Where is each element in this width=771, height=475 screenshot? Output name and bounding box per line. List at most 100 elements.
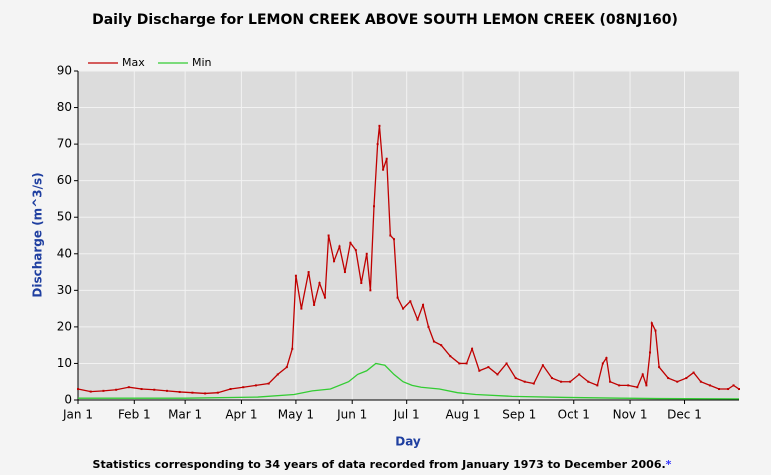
x-tick-label: May 1	[278, 408, 314, 422]
point	[327, 234, 330, 237]
point	[372, 205, 375, 208]
point	[440, 344, 443, 347]
point	[402, 307, 405, 310]
point	[667, 377, 670, 380]
y-tick-label: 50	[57, 210, 72, 224]
point	[77, 388, 79, 391]
point	[392, 238, 395, 241]
point	[676, 380, 679, 383]
y-tick-label: 30	[57, 283, 72, 297]
point	[541, 364, 544, 367]
point	[354, 249, 357, 252]
point	[267, 382, 270, 385]
y-tick-label: 70	[57, 137, 72, 151]
y-tick-label: 40	[57, 246, 72, 260]
plot-area	[78, 71, 739, 400]
point	[496, 373, 499, 376]
point	[685, 377, 688, 380]
point	[605, 356, 608, 359]
point	[523, 380, 526, 383]
x-tick-label: Apr 1	[225, 408, 257, 422]
point	[216, 391, 219, 394]
y-tick-label: 90	[57, 64, 72, 78]
point	[427, 325, 430, 328]
point	[396, 296, 399, 299]
point	[365, 252, 368, 255]
point	[300, 307, 303, 310]
point	[333, 260, 336, 263]
point	[471, 347, 474, 350]
x-tick-label: Dec 1	[667, 408, 702, 422]
point	[738, 388, 740, 391]
point	[140, 388, 143, 391]
point	[487, 366, 490, 369]
point	[242, 386, 245, 389]
point	[699, 380, 702, 383]
point	[627, 384, 630, 387]
point	[478, 369, 481, 372]
point	[732, 384, 735, 387]
point	[416, 318, 419, 321]
point	[727, 388, 730, 391]
point	[369, 289, 372, 292]
point	[505, 362, 508, 365]
point	[349, 241, 352, 244]
point	[601, 362, 604, 365]
point	[658, 366, 661, 369]
x-tick-label: Sep 1	[502, 408, 536, 422]
point	[641, 373, 644, 376]
point	[465, 362, 468, 365]
point	[318, 282, 321, 285]
point	[458, 362, 461, 365]
point	[550, 377, 553, 380]
point	[569, 380, 572, 383]
footnote-text: Statistics corresponding to 34 years of …	[93, 458, 666, 471]
y-tick-label: 80	[57, 100, 72, 114]
chart-title: Daily Discharge for LEMON CREEK ABOVE SO…	[92, 12, 678, 28]
point	[276, 373, 279, 376]
x-tick-label: Aug 1	[446, 408, 481, 422]
point	[514, 377, 517, 380]
x-tick-label: Mar 1	[168, 408, 202, 422]
point	[294, 274, 297, 277]
point	[618, 384, 621, 387]
point	[636, 386, 639, 389]
point	[650, 322, 653, 325]
point	[178, 390, 181, 393]
point	[560, 380, 563, 383]
point	[389, 234, 392, 237]
point	[285, 366, 288, 369]
point	[343, 271, 346, 274]
y-tick-label: 60	[57, 173, 72, 187]
point	[718, 388, 721, 391]
point	[153, 388, 156, 391]
point	[645, 384, 648, 387]
point	[432, 340, 435, 343]
point	[609, 380, 612, 383]
x-tick-label: Feb 1	[118, 408, 151, 422]
point	[102, 389, 105, 392]
point	[89, 390, 92, 393]
point	[323, 296, 326, 299]
point	[649, 351, 652, 354]
x-tick-label: Jun 1	[336, 408, 367, 422]
y-axis-label: Discharge (m^3/s)	[31, 172, 45, 297]
point	[382, 168, 385, 171]
point	[191, 391, 194, 394]
point	[596, 384, 599, 387]
y-tick-label: 10	[57, 356, 72, 370]
point	[708, 384, 711, 387]
point	[376, 143, 379, 146]
point	[254, 384, 257, 387]
y-tick-label: 0	[64, 393, 72, 407]
point	[307, 271, 310, 274]
point	[587, 380, 590, 383]
point	[692, 371, 695, 374]
point	[378, 124, 381, 127]
point	[165, 389, 168, 392]
line-series	[78, 362, 740, 400]
point	[532, 382, 535, 385]
point	[115, 388, 118, 391]
x-tick-label: Jan 1	[62, 408, 93, 422]
